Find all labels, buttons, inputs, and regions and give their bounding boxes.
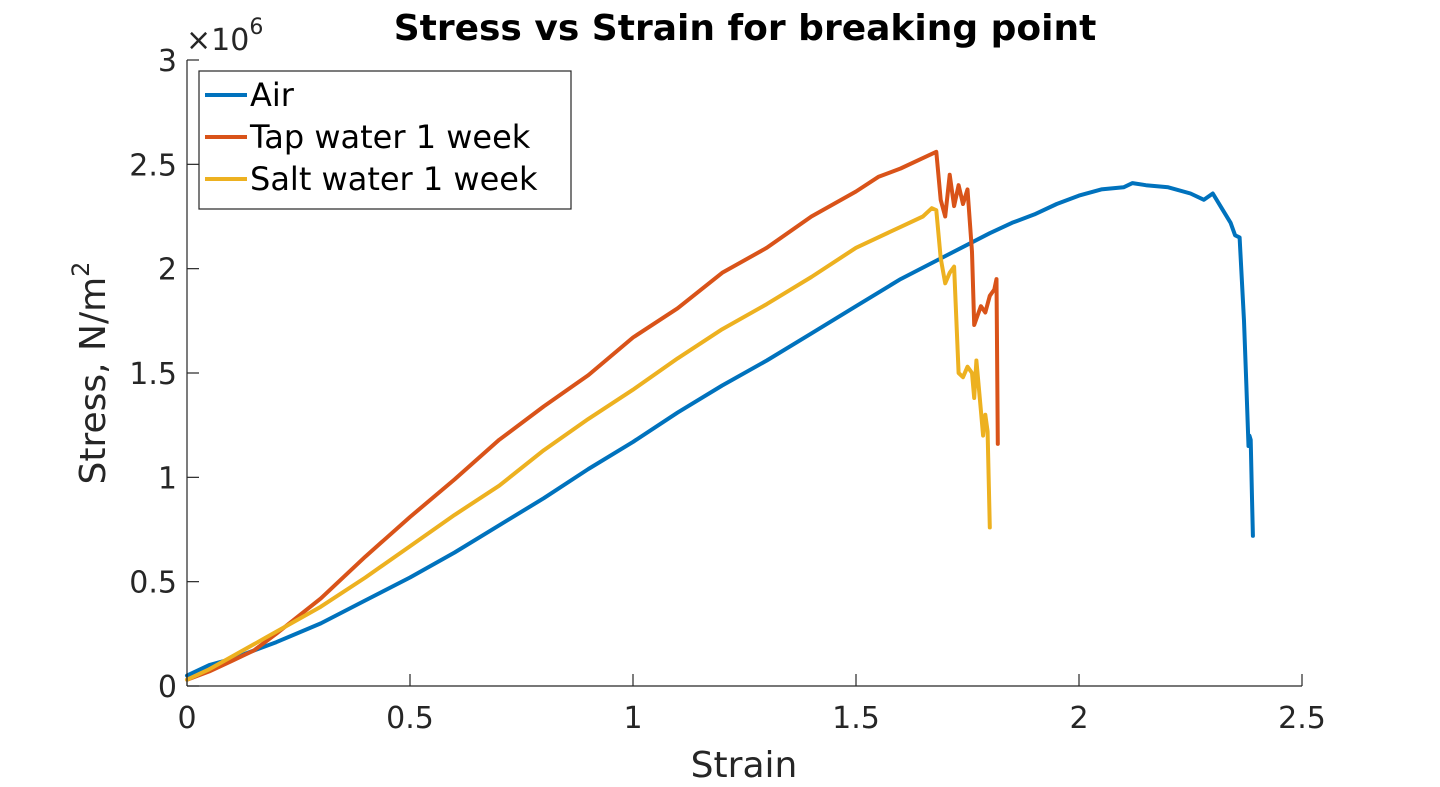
plot-lines [185,149,1255,682]
series-line-0 [185,181,1255,678]
series-line-2 [185,206,992,682]
x-tick-label: 2 [1069,701,1088,736]
chart-title: Stress vs Strain for breaking point [394,8,1097,49]
legend-label-2: Salt water 1 week [250,160,538,198]
legend-label-0: Air [250,76,295,114]
y-tick-label: 3 [158,44,177,79]
y-axis-label: Stress, N/m2 [67,262,114,485]
x-tick-label: 1.5 [832,701,880,736]
y-axis-exponent-power: 6 [249,15,263,40]
x-tick-label: 0.5 [386,701,434,736]
y-tick-label: 2.5 [129,148,177,183]
series-line-1 [185,149,1000,682]
x-tick-label: 2.5 [1278,701,1326,736]
legend-label-1: Tap water 1 week [249,118,531,156]
y-tick-label: 2 [158,253,177,288]
x-axis-label: Strain [691,745,798,786]
y-axis-label-superscript: 2 [67,262,95,277]
y-axis-exponent: ×106 [186,15,263,58]
y-tick-label: 1 [158,461,177,496]
legend-box [198,70,572,210]
y-axis-exponent-prefix: ×10 [186,23,249,58]
y-axis-label-text: Stress, N/m [73,277,114,485]
y-tick-label: 0.5 [129,566,177,601]
x-tick-label: 1 [623,701,642,736]
y-tick-label: 1.5 [129,357,177,392]
y-tick-label: 0 [158,670,177,705]
ticks: 0 0.5 1 1.5 2 2.5 0 0.5 1 1.5 2 2.5 3 [129,44,1326,736]
legend: Air Tap water 1 week Salt water 1 week [198,70,572,210]
x-tick-label: 0 [177,701,196,736]
